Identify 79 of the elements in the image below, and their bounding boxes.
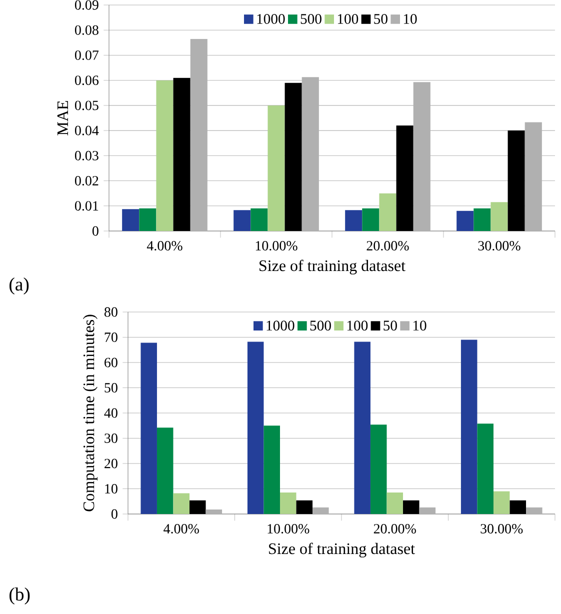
bar — [345, 210, 362, 231]
bar — [284, 82, 302, 231]
bar — [206, 509, 222, 514]
y-tick-label: 0.03 — [74, 150, 98, 160]
text: (b) — [10, 588, 30, 604]
bar — [173, 493, 190, 514]
bar — [173, 78, 190, 231]
legend-label: 100 — [338, 14, 358, 24]
legend-label: 10 — [413, 320, 426, 331]
bar — [526, 507, 542, 514]
y-tick-label: 80 — [104, 307, 118, 317]
y-tick-label: 70 — [104, 332, 118, 342]
bar — [510, 500, 526, 514]
y-tick-label: 0.02 — [74, 176, 98, 186]
bar — [386, 492, 404, 514]
x-tick-label: 30.00% — [480, 524, 523, 534]
bar — [122, 209, 140, 231]
y-tick-label: 20 — [104, 458, 118, 468]
bar — [370, 424, 387, 514]
bar — [354, 342, 370, 514]
y-axis-title: MAE — [57, 101, 68, 136]
bar — [156, 80, 174, 231]
x-tick-label: 10.00% — [256, 241, 298, 251]
bar — [460, 340, 478, 514]
bar — [190, 500, 206, 514]
bar — [296, 500, 313, 514]
bar — [379, 193, 396, 231]
x-tick-label: 4.00% — [146, 241, 182, 251]
bar — [280, 492, 296, 514]
bar — [456, 210, 474, 231]
bar — [474, 208, 491, 231]
x-tick-label: 20.00% — [366, 241, 409, 251]
bar — [493, 491, 510, 514]
y-tick-label: 0 — [111, 509, 118, 519]
bar — [508, 130, 525, 231]
x-axis-title: Size of training dataset — [260, 260, 406, 274]
y-axis-title: Computation time (in minutes) — [82, 314, 98, 512]
y-tick-label: 0.04 — [74, 126, 99, 136]
legend-label: 50 — [384, 320, 397, 331]
y-tick-label: 50 — [104, 383, 118, 392]
bar — [490, 202, 508, 231]
x-tick-label: 4.00% — [164, 524, 199, 534]
bar — [247, 342, 264, 514]
bar — [234, 210, 251, 231]
legend-label: 10 — [404, 14, 417, 24]
bar — [268, 105, 285, 231]
bar — [250, 208, 268, 231]
y-tick-label: 60 — [104, 358, 118, 368]
legend-label: 1000 — [257, 14, 285, 24]
bar — [264, 426, 280, 514]
y-tick-label: 0 — [92, 226, 98, 236]
x-tick-label: 20.00% — [374, 524, 416, 534]
legend-label: 500 — [310, 320, 331, 331]
text: (a) — [10, 278, 29, 294]
y-tick-label: 0.01 — [74, 201, 98, 211]
legend-label: 100 — [347, 320, 368, 331]
y-tick-label: 0.07 — [74, 50, 99, 60]
x-tick-label: 10.00% — [268, 524, 310, 534]
y-tick-label: 0.08 — [74, 25, 98, 35]
y-tick-label: 0.05 — [74, 100, 98, 110]
bar — [403, 500, 420, 514]
bar — [396, 126, 414, 231]
bar — [139, 208, 156, 231]
y-tick-label: 30 — [104, 434, 118, 443]
bar — [362, 208, 380, 231]
y-tick-label: 10 — [105, 484, 118, 494]
bar — [156, 428, 174, 514]
legend-label: 500 — [300, 14, 322, 24]
bar — [140, 342, 157, 514]
legend-label: 1000 — [266, 320, 294, 331]
y-tick-label: 0.06 — [74, 76, 99, 86]
bar — [419, 507, 436, 514]
legend-label: 50 — [374, 14, 388, 24]
x-tick-label: 30.00% — [478, 241, 520, 251]
y-tick-label: 0.09 — [74, 0, 98, 10]
bar — [312, 507, 329, 514]
bar — [477, 424, 494, 514]
x-axis-title: Size of training dataset — [269, 542, 415, 558]
y-tick-label: 40 — [104, 408, 118, 418]
